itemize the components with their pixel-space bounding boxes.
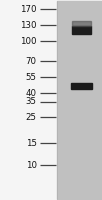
Text: 70: 70	[26, 56, 37, 66]
Bar	[72, 21, 91, 26]
Bar	[71, 83, 92, 89]
Text: 35: 35	[26, 98, 37, 106]
Text: 10: 10	[26, 160, 37, 170]
Bar	[72, 26, 91, 34]
Text: 40: 40	[26, 88, 37, 98]
Bar	[57, 1, 102, 199]
Text: 170: 170	[20, 4, 37, 14]
Text: 55: 55	[26, 72, 37, 82]
Text: 130: 130	[20, 21, 37, 29]
Text: 25: 25	[26, 112, 37, 121]
Text: 15: 15	[26, 138, 37, 148]
Text: 100: 100	[20, 36, 37, 46]
